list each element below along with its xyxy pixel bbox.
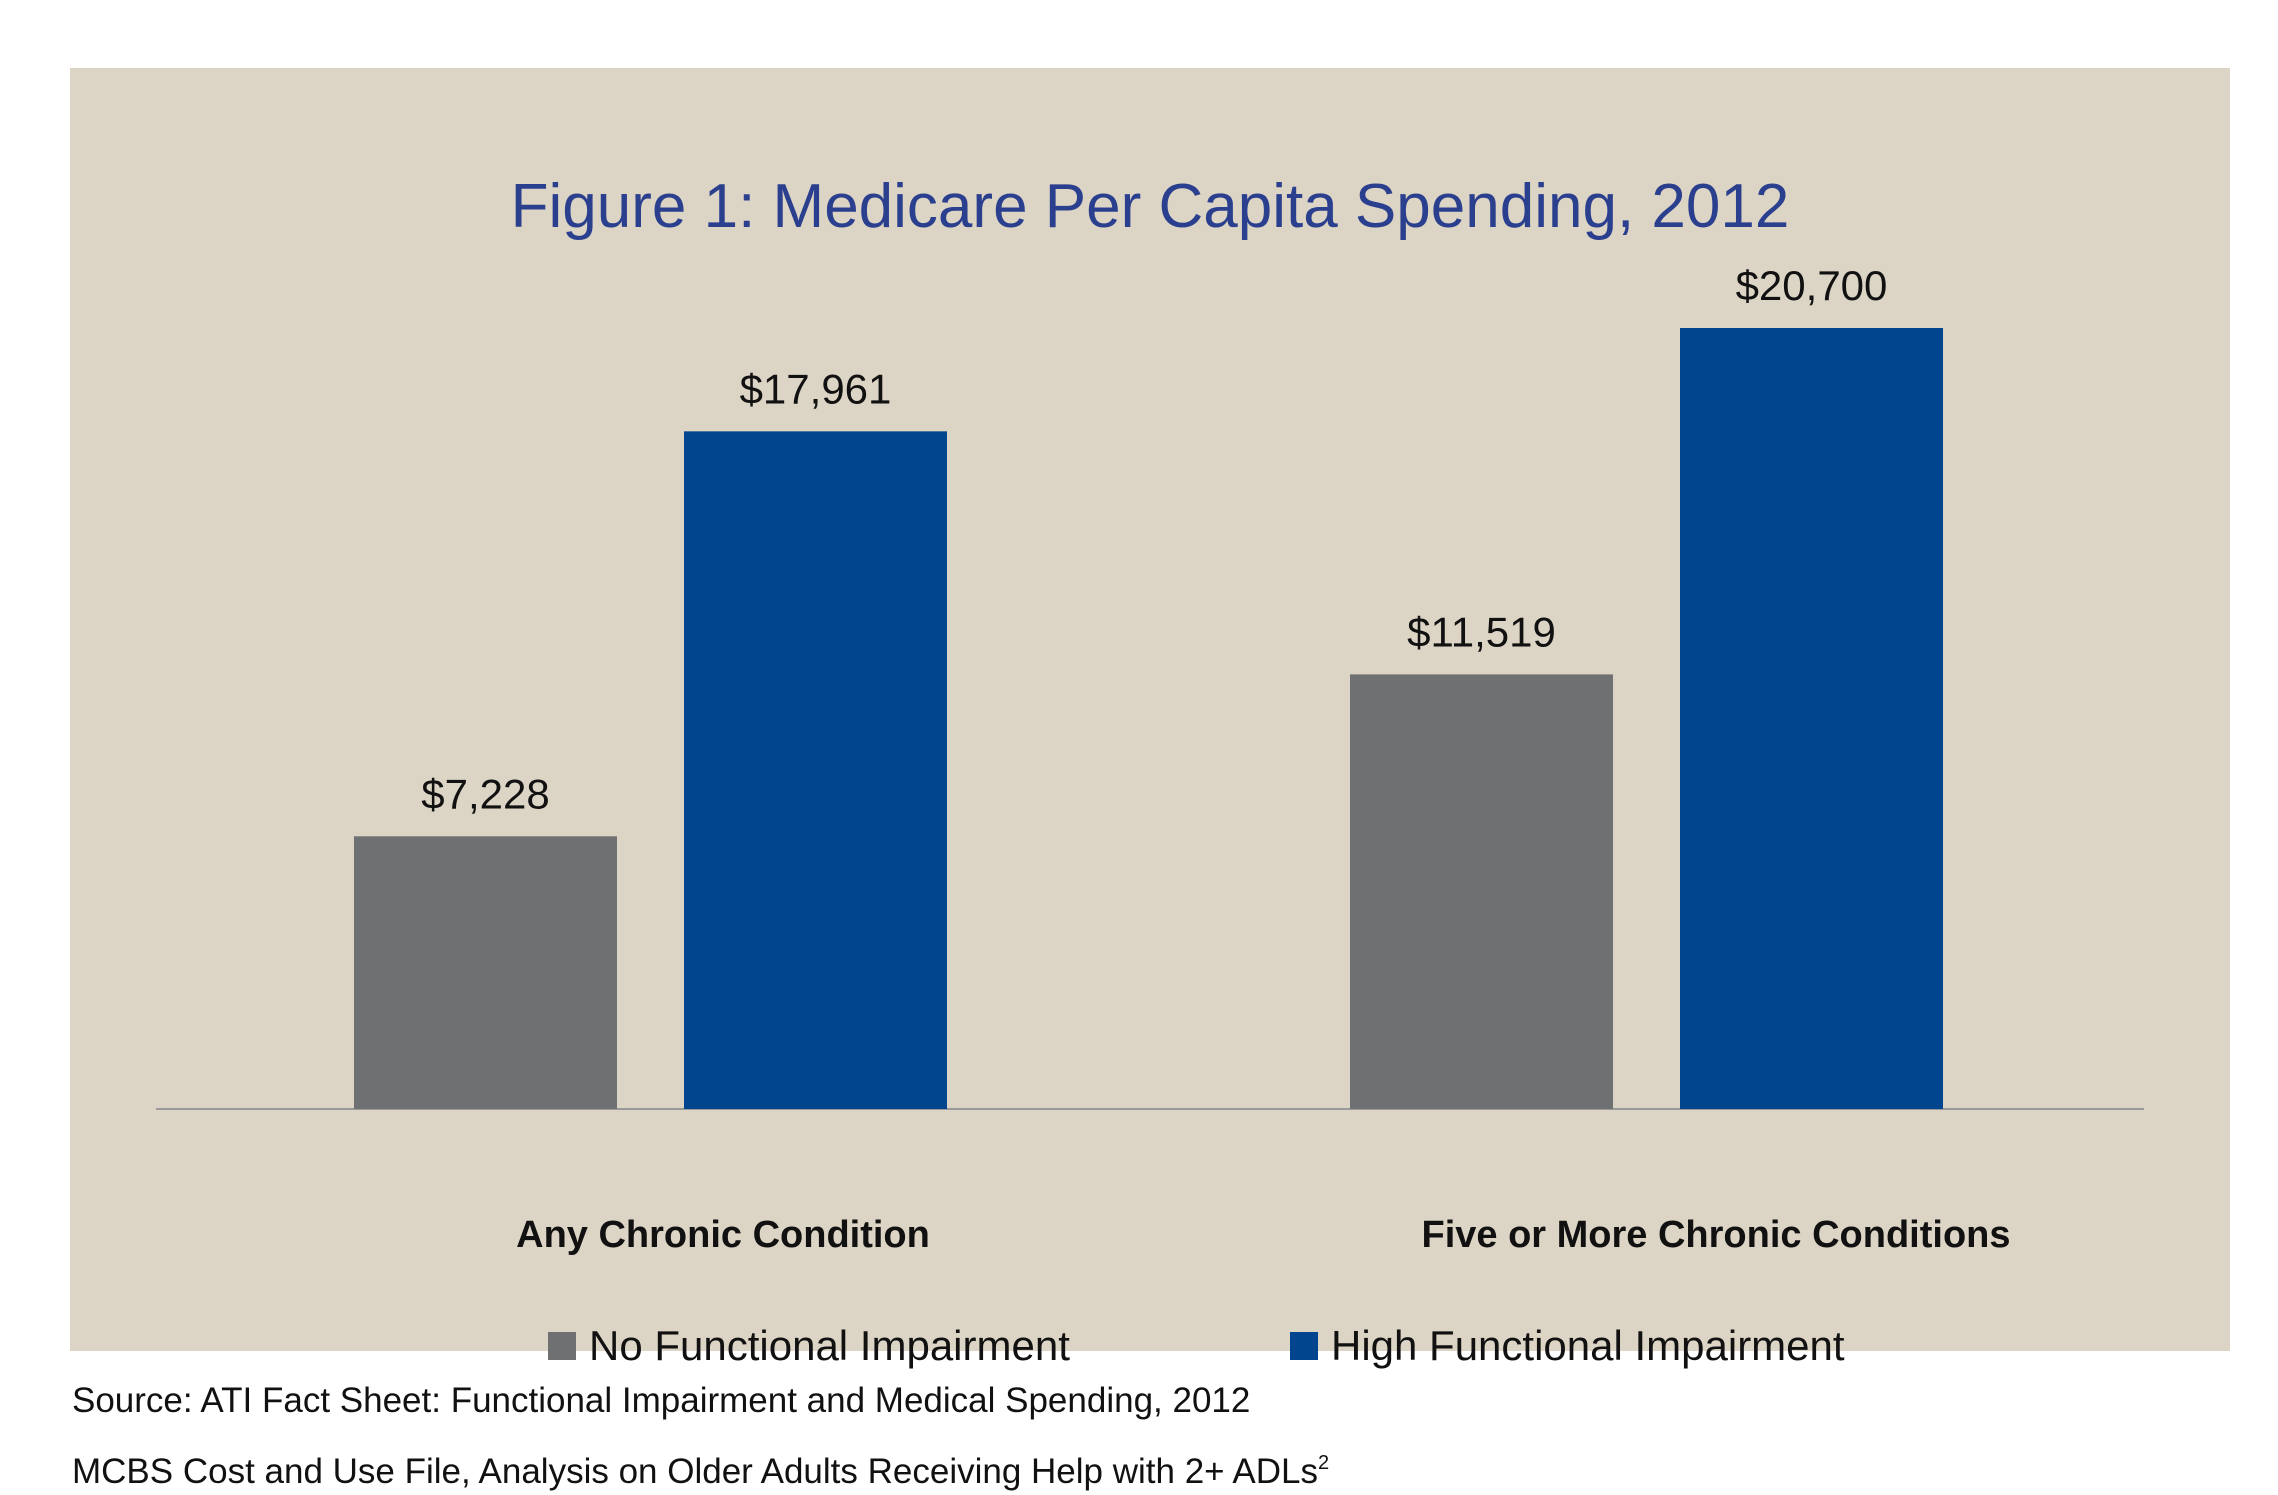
bar-five-or-more-chronic-conditions-high-functional-impairment xyxy=(1680,328,1943,1109)
bar-chart: $7,228 $17,961 $11,519 $20,700 xyxy=(156,262,2144,1110)
legend-swatch-gray xyxy=(548,1332,576,1360)
source-note-2: MCBS Cost and Use File, Analysis on Olde… xyxy=(72,1453,1329,1489)
legend-label: No Functional Impairment xyxy=(589,1322,1070,1369)
bar-any-chronic-condition-no-functional-impairment xyxy=(354,836,617,1109)
chart-panel: Figure 1: Medicare Per Capita Spending, … xyxy=(70,68,2230,1369)
legend-swatch-blue xyxy=(1290,1332,1318,1360)
category-label-five-or-more-chronic-conditions: Five or More Chronic Conditions xyxy=(1421,1214,2011,1256)
category-label-any-chronic-condition: Any Chronic Condition xyxy=(516,1214,930,1256)
data-label-any-chronic-condition-no-functional-impairment: $7,228 xyxy=(421,770,549,817)
data-label-five-or-more-chronic-conditions-no-functional-impairment: $11,519 xyxy=(1407,608,1556,655)
source-note: Source: ATI Fact Sheet: Functional Impai… xyxy=(72,1381,1251,1420)
data-label-any-chronic-condition-high-functional-impairment: $17,961 xyxy=(740,365,892,412)
data-label-five-or-more-chronic-conditions-high-functional-impairment: $20,700 xyxy=(1736,262,1888,309)
legend-label: High Functional Impairment xyxy=(1331,1322,1845,1369)
chart-title: Figure 1: Medicare Per Capita Spending, … xyxy=(510,172,1790,241)
bar-five-or-more-chronic-conditions-no-functional-impairment xyxy=(1350,674,1613,1109)
source-note-2-text: MCBS Cost and Use File, Analysis on Olde… xyxy=(72,1452,1318,1491)
bar-any-chronic-condition-high-functional-impairment xyxy=(684,431,947,1109)
footnote-marker: 2 xyxy=(1318,1452,1330,1474)
legend-item-no-functional-impairment: No Functional Impairment xyxy=(548,1322,1070,1369)
bars-group: $7,228 $17,961 $11,519 $20,700 xyxy=(354,262,1943,1109)
legend-item-high-functional-impairment: High Functional Impairment xyxy=(1290,1322,1845,1369)
